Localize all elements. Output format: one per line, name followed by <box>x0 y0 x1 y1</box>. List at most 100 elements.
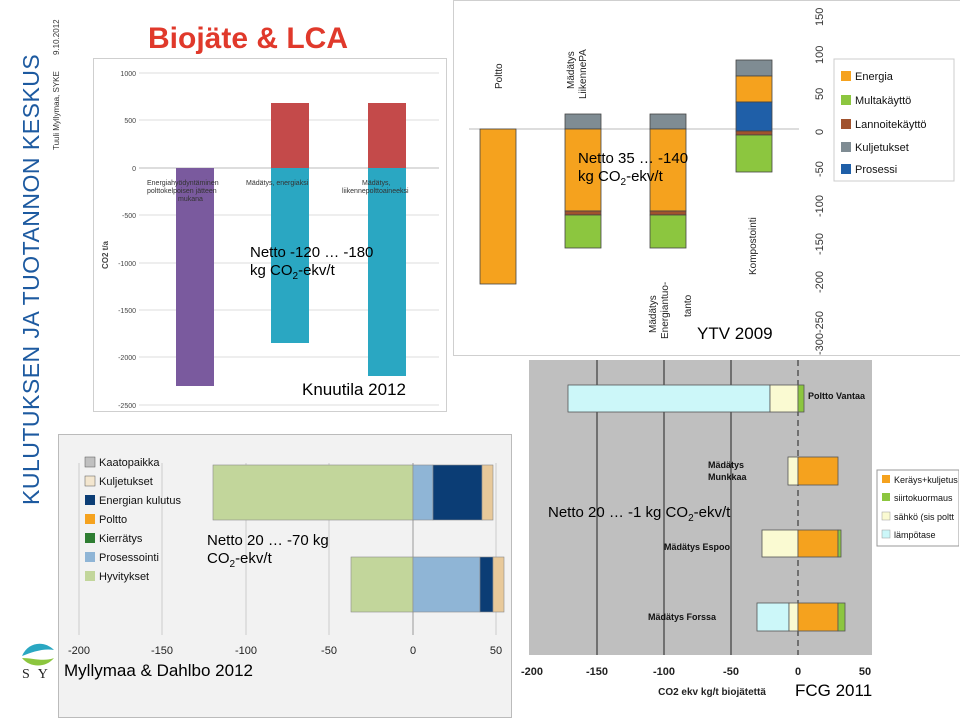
ytv-legend-swatch-multa <box>841 95 851 105</box>
knuutila-cat-1c: mukana <box>178 196 203 203</box>
myl-legend-swatch-hyvitykset <box>85 571 95 581</box>
fcg-legend-siirto: siirtokuormaus <box>894 493 953 503</box>
ytv-netto-line1: Netto 35 … -140 <box>578 150 689 167</box>
knuutila-panel: 1000 500 0 -500 -1000 -1500 -2000 -2500 … <box>93 58 447 412</box>
fcg-legend-swatch-kerays <box>882 475 890 483</box>
fcg-legend-swatch-siirto <box>882 493 890 501</box>
slide-title: Biojäte & LCA <box>148 22 349 55</box>
fcg-xtick: 50 <box>859 666 871 678</box>
side-title: KULUTUKSEN JA TUOTANNON KESKUS <box>18 53 44 505</box>
ytv-bar-poltto <box>479 128 517 285</box>
myl-legend-swatch-poltto <box>85 514 95 524</box>
fcg-cat-munkkaa-b: Munkkaa <box>708 472 748 482</box>
myl-legend-kierratys: Kierrätys <box>99 533 143 545</box>
syke-logo-text: SY <box>22 667 56 682</box>
myllymaa-citation: Myllymaa & Dahlbo 2012 <box>64 661 253 680</box>
side-author: Tuuli Myllymaa, SYKE <box>52 71 61 150</box>
ytv-ytick: 50 <box>814 88 826 100</box>
ytv-cat-liikenne-a: Mädätys <box>566 51 577 89</box>
myl-xtick: -200 <box>68 645 90 657</box>
syke-logo-icon <box>22 643 54 666</box>
knuutila-ytick: -2000 <box>118 355 136 362</box>
myllymaa-panel: Kaatopaikka Kuljetukset Energian kulutus… <box>58 434 512 718</box>
knuutila-cat-2: Mädätys, energiaksi <box>246 180 309 187</box>
myl-legend-energia: Energian kulutus <box>99 495 181 507</box>
subscript-2: 2 <box>229 559 236 570</box>
ytv-legend-swatch-prosessi <box>841 164 851 174</box>
subscript-2: 2 <box>292 271 299 282</box>
myllymaa-chart: Kaatopaikka Kuljetukset Energian kulutus… <box>68 456 505 657</box>
ytv-legend-lannoite: Lannoitekäyttö <box>855 119 927 131</box>
knuutila-cat-1b: polttokelpoisen jätteen <box>147 188 217 195</box>
fcg-netto-unit-end: -ekv/t <box>693 504 731 521</box>
myl-xtick: -100 <box>235 645 257 657</box>
ytv-ytick: 150 <box>814 8 826 26</box>
ytv-bar-komposti-kuljetus <box>735 59 773 77</box>
myl-xtick: 0 <box>410 645 416 657</box>
fcg-xtick: -150 <box>586 666 608 678</box>
knuutila-cat-3b: liikennepolttoaineeksi <box>342 188 409 195</box>
myl-legend-swatch-kaatopaikka <box>84 456 96 468</box>
ytv-bar-energia-kuljetus <box>649 113 687 130</box>
fcg-legend-kerays: Keräys+kuljetus <box>894 475 958 485</box>
fcg-cat-espoo: Mädätys Espoo <box>664 542 731 552</box>
fcg-panel: Poltto Vantaa Mädätys Munkkaa Mädätys Es… <box>512 360 960 715</box>
knuutila-netto-unit: kg CO <box>250 262 293 279</box>
ytv-ytick: -150 <box>814 233 826 255</box>
subscript-2: 2 <box>688 513 694 524</box>
subscript-2: 2 <box>620 177 627 188</box>
ytv-ytick: -50 <box>814 161 826 177</box>
knuutila-netto-note: Netto -120 … -180 kg CO2-ekv/t <box>250 244 373 286</box>
myl-legend-kaatopaikka: Kaatopaikka <box>99 457 160 469</box>
knuutila-bar-liikenne-neg <box>368 168 406 376</box>
fcg-legend-sahko: sähkö (sis poltt <box>894 512 955 522</box>
fcg-bar-forssa-lampo <box>756 602 790 632</box>
fcg-netto-note: Netto 20 … -1 kg CO2-ekv/t <box>548 504 730 528</box>
myl-bar1-kuljetus <box>481 464 494 521</box>
ytv-bar-liikenne-lannoite <box>564 210 602 216</box>
fcg-netto-text: Netto 20 … -1 kg CO <box>548 504 689 521</box>
ytv-bar-energia-lannoite <box>649 210 687 216</box>
ytv-cat-energia-b: Energiantuo- <box>660 282 671 339</box>
ytv-legend-multa: Multakäyttö <box>855 95 911 107</box>
ytv-ytick: -100 <box>814 195 826 217</box>
fcg-xtick: 0 <box>795 666 801 678</box>
myl-bar2-kuljetus <box>492 556 505 613</box>
knuutila-ytick: 500 <box>124 118 136 125</box>
ytv-bar-liikenne-multa <box>564 214 602 249</box>
knuutila-citation: Knuutila 2012 <box>302 380 406 399</box>
ytv-bar-liikenne-kuljetus <box>564 113 602 130</box>
fcg-bar-munkkaa-sahko <box>787 456 799 486</box>
knuutila-chart: 1000 500 0 -500 -1000 -1500 -2000 -2500 … <box>101 71 439 410</box>
knuutila-netto-unit-end: -ekv/t <box>298 262 335 279</box>
knuutila-ytick: -1500 <box>118 308 136 315</box>
knuutila-ytick: 0 <box>132 166 136 173</box>
ytv-netto-unit: kg CO <box>578 168 621 185</box>
fcg-legend-swatch-sahko <box>881 511 891 521</box>
knuutila-ytick: -500 <box>122 213 136 220</box>
fcg-legend <box>876 469 960 547</box>
ytv-cat-poltto: Poltto <box>494 63 505 89</box>
ytv-legend-swatch-kuljetus <box>841 142 851 152</box>
ytv-ytick: 100 <box>814 46 826 64</box>
ytv-citation: YTV 2009 <box>697 324 773 343</box>
ytv-chart: Poltto Mädätys LiikennePA Mädätys Energi… <box>469 8 955 355</box>
myl-bar2-hyvitys <box>350 556 414 613</box>
knuutila-bar-energia-pos <box>271 103 309 168</box>
fcg-bar-espoo-siirto <box>837 529 842 558</box>
fcg-bar-vantaa-siirto <box>797 384 805 413</box>
knuutila-ytick: 1000 <box>120 71 136 78</box>
myl-bar2-energia <box>479 556 494 613</box>
ytv-cat-energia-c: tanto <box>683 294 694 317</box>
myl-bar1-energia <box>432 464 483 521</box>
myl-xtick: -150 <box>151 645 173 657</box>
myl-netto-unit-end: -ekv/t <box>235 550 272 567</box>
fcg-bar-forssa-sahko <box>788 602 799 632</box>
myl-legend-swatch-prosessointi <box>85 552 95 562</box>
ytv-legend-swatch-lannoite <box>841 119 851 129</box>
ytv-legend-prosessi: Prosessi <box>855 164 897 176</box>
fcg-xtick: -50 <box>723 666 739 678</box>
knuutila-cat-3a: Mädätys, <box>362 180 390 187</box>
myl-netto-unit: CO <box>207 550 230 567</box>
myl-bar1-hyvitys <box>212 464 414 521</box>
